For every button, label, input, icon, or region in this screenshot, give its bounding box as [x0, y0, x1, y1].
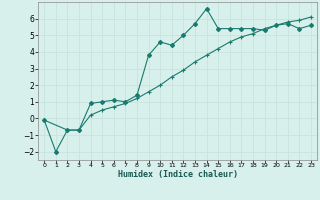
X-axis label: Humidex (Indice chaleur): Humidex (Indice chaleur)	[118, 170, 238, 179]
